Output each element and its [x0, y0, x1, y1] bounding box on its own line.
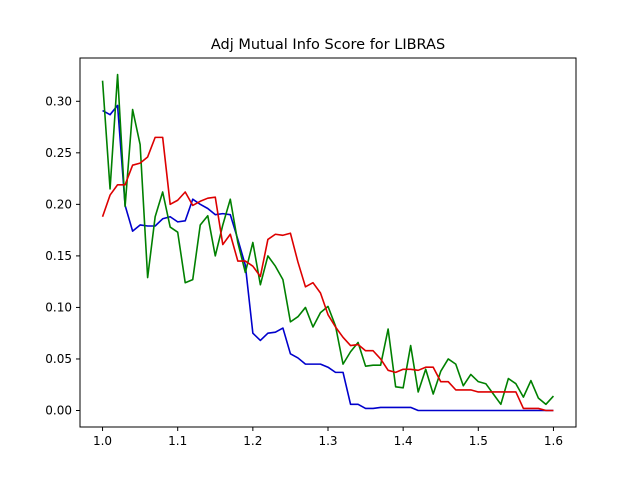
x-tick-label: 1.5 — [469, 434, 488, 448]
x-tick-label: 1.6 — [544, 434, 563, 448]
series-line-2 — [101, 73, 555, 406]
x-tick-label: 1.4 — [394, 434, 413, 448]
x-tick-label: 1.3 — [318, 434, 337, 448]
x-axis: 1.0 1.1 1.2 1.3 1.4 1.5 1.6 — [93, 427, 563, 448]
y-tick-label: 0.15 — [45, 249, 72, 263]
chart-title: Adj Mutual Info Score for LIBRAS — [211, 37, 445, 53]
y-tick-label: 0.05 — [45, 352, 72, 366]
y-tick-label: 0.30 — [45, 94, 72, 108]
y-tick-label: 0.25 — [45, 146, 72, 160]
y-tick-label: 0.10 — [45, 300, 72, 314]
series-layer — [101, 73, 555, 412]
y-tick-label: 0.00 — [45, 404, 72, 418]
y-tick-label: 0.20 — [45, 197, 72, 211]
y-axis: 0.00 0.05 0.10 0.15 0.20 0.25 0.30 — [45, 94, 80, 418]
x-tick-label: 1.1 — [168, 434, 187, 448]
x-tick-label: 1.0 — [93, 434, 112, 448]
x-tick-label: 1.2 — [243, 434, 262, 448]
series-line-3 — [101, 136, 554, 412]
series-line-1 — [102, 104, 554, 412]
plot-frame — [79, 57, 577, 428]
